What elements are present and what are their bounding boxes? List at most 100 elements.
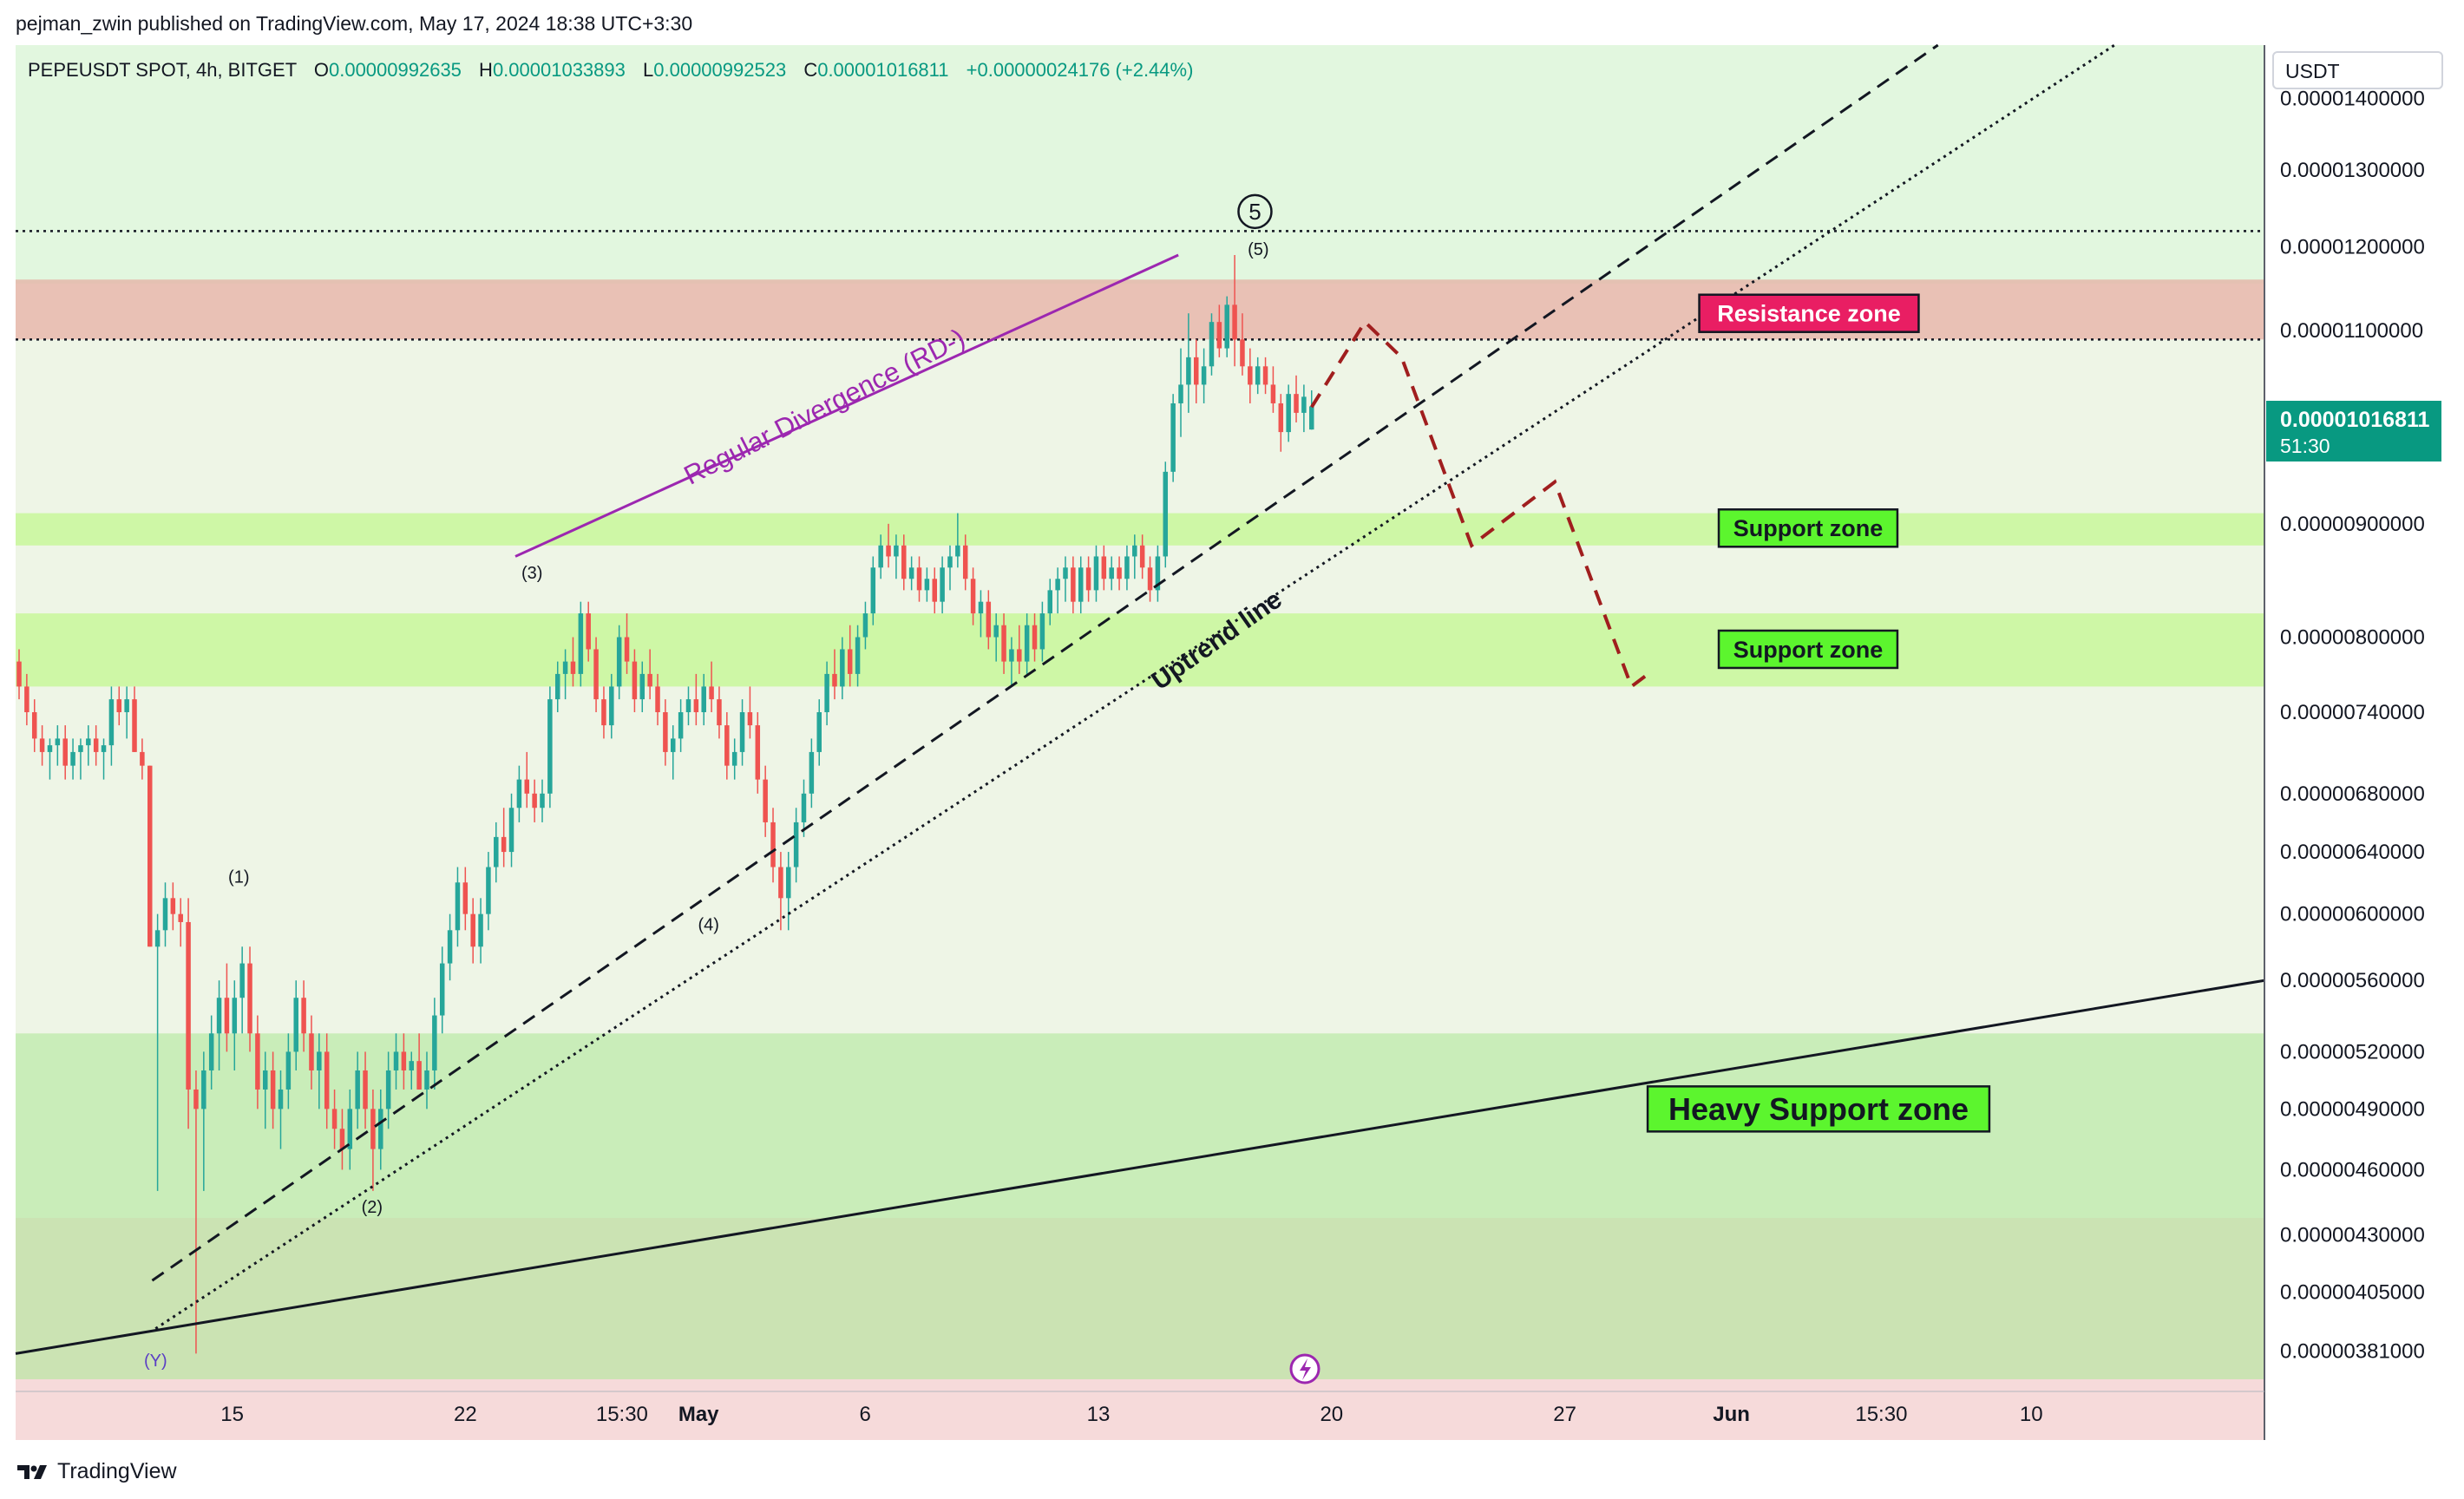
y-axis-ticks: 0.00001400000 0.00001300000 0.00001200000 0… bbox=[2280, 88, 2425, 1364]
x-tick-label: 22 bbox=[454, 1403, 477, 1426]
candle-body bbox=[339, 1129, 345, 1149]
candle-body bbox=[685, 699, 691, 712]
candle-body bbox=[278, 1089, 284, 1110]
candle-body bbox=[393, 1051, 399, 1070]
candle bbox=[1032, 613, 1038, 662]
candle-body bbox=[1240, 339, 1245, 367]
candle-body bbox=[24, 686, 29, 712]
candle-body bbox=[778, 867, 783, 899]
candle-body bbox=[309, 1033, 314, 1070]
candle bbox=[78, 738, 83, 780]
candle bbox=[932, 567, 937, 614]
candle bbox=[70, 738, 75, 780]
candle bbox=[1216, 304, 1222, 357]
price-axis[interactable] bbox=[2264, 45, 2464, 1442]
candle bbox=[639, 661, 645, 712]
candle bbox=[724, 712, 730, 780]
candle bbox=[886, 523, 891, 568]
candle-body bbox=[501, 836, 507, 853]
candle bbox=[908, 556, 914, 591]
candle-body bbox=[39, 738, 45, 752]
candle bbox=[55, 725, 61, 766]
candle-body bbox=[170, 898, 176, 914]
candle-body bbox=[832, 673, 837, 687]
candle bbox=[140, 738, 145, 780]
candle-body bbox=[932, 579, 937, 602]
candle bbox=[809, 738, 815, 808]
y-tick-label: 0.00001200000 bbox=[2280, 236, 2425, 259]
candle bbox=[331, 1089, 337, 1149]
candle-body bbox=[470, 913, 475, 947]
candle bbox=[947, 545, 953, 591]
candle-body bbox=[847, 649, 853, 674]
candle-body bbox=[1109, 567, 1114, 579]
candle-body bbox=[586, 613, 591, 650]
support-zone-label-1: Support zone bbox=[1733, 515, 1883, 541]
candle bbox=[339, 1109, 345, 1170]
y-tick-label: 0.00000680000 bbox=[2280, 782, 2425, 806]
candle bbox=[401, 1033, 407, 1090]
candle bbox=[1170, 394, 1176, 482]
trend-line-dashed bbox=[151, 43, 1939, 1282]
candle-body bbox=[255, 1033, 260, 1090]
candle-body bbox=[424, 1070, 429, 1090]
candle-body bbox=[624, 637, 630, 662]
currency-button[interactable] bbox=[2272, 51, 2443, 89]
candle-body bbox=[232, 998, 238, 1034]
candle-body bbox=[1309, 406, 1314, 430]
candle bbox=[293, 980, 298, 1070]
tradingview-logo-icon bbox=[17, 1464, 47, 1479]
zone-3 bbox=[16, 1033, 2264, 1379]
candle-body bbox=[1139, 545, 1145, 568]
candle bbox=[424, 1051, 429, 1110]
candle-body bbox=[724, 725, 730, 766]
levels-layer bbox=[16, 230, 2264, 341]
candle-body bbox=[1170, 403, 1176, 472]
candle-body bbox=[1301, 396, 1307, 413]
candle-body bbox=[432, 1015, 437, 1070]
candle bbox=[1224, 296, 1229, 357]
candle-body bbox=[401, 1051, 407, 1070]
candle bbox=[793, 808, 799, 883]
candle bbox=[1055, 567, 1060, 614]
candle bbox=[1147, 556, 1153, 602]
candle bbox=[717, 686, 722, 739]
y-tick-label: 0.00000490000 bbox=[2280, 1097, 2425, 1121]
candle-body bbox=[378, 1109, 383, 1149]
candle-body bbox=[331, 1109, 337, 1129]
candle bbox=[1248, 348, 1253, 403]
candle bbox=[916, 556, 922, 602]
candle bbox=[940, 556, 945, 614]
candle-body bbox=[886, 545, 891, 557]
candle-body bbox=[1147, 567, 1153, 591]
candle-body bbox=[508, 808, 514, 853]
zone-2 bbox=[16, 613, 2264, 687]
lightning-icon[interactable] bbox=[1289, 1353, 1320, 1384]
tradingview-brand[interactable]: TradingView bbox=[16, 1459, 177, 1484]
candle-body bbox=[132, 699, 137, 752]
candle bbox=[193, 1070, 199, 1354]
support-zone-label-2: Support zone bbox=[1733, 637, 1883, 663]
candle-body bbox=[632, 661, 638, 700]
candle-body bbox=[1071, 567, 1076, 602]
candle-body bbox=[786, 867, 791, 899]
candle-body bbox=[532, 793, 537, 808]
current-price-countdown: 51:30 bbox=[2280, 435, 2330, 457]
candle-body bbox=[894, 545, 899, 557]
candle-body bbox=[208, 1033, 214, 1070]
candle bbox=[609, 673, 614, 739]
candle bbox=[347, 1089, 353, 1170]
candle-body bbox=[747, 712, 753, 726]
candle-body bbox=[324, 1051, 330, 1110]
candle-body bbox=[878, 545, 883, 568]
candle bbox=[363, 1051, 368, 1129]
candle-body bbox=[1278, 403, 1284, 433]
candle-body bbox=[701, 686, 706, 712]
candle bbox=[1124, 545, 1130, 591]
candle bbox=[816, 699, 822, 766]
candle-body bbox=[363, 1070, 368, 1110]
candle bbox=[1193, 339, 1199, 403]
candle-body bbox=[962, 545, 968, 579]
candle bbox=[1240, 313, 1245, 376]
